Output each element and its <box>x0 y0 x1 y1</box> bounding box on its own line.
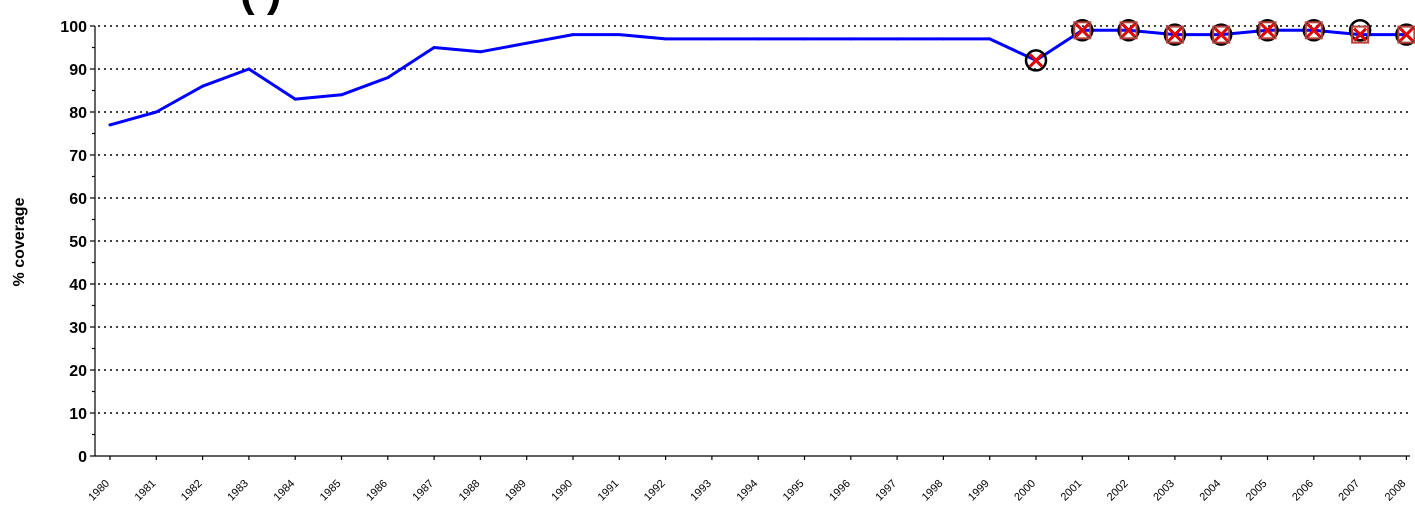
y-tick-label-60: 60 <box>69 191 87 208</box>
line-point-1991 <box>617 33 621 37</box>
x-marker-2003 <box>1167 27 1182 42</box>
x-tick-label-1999: 1999 <box>966 478 992 504</box>
line-point-1982 <box>201 84 205 88</box>
circle-marker-2006 <box>1302 19 1326 42</box>
x-tick-label-2002: 2002 <box>1105 478 1131 504</box>
line-point-1992 <box>664 37 668 41</box>
x-tick-label-2001: 2001 <box>1059 478 1085 504</box>
line-point-1984 <box>293 97 297 101</box>
line-point-1983 <box>247 67 251 71</box>
x-tick-label-1984: 1984 <box>272 478 298 504</box>
line-point-1996 <box>849 37 853 41</box>
square-marker-2007 <box>1351 25 1370 44</box>
line-point-1997 <box>895 37 899 41</box>
circle-marker-2003 <box>1163 23 1187 46</box>
line-point-1986 <box>386 76 390 80</box>
y-tick-label-70: 70 <box>69 148 87 165</box>
chart-title: ( ) <box>240 0 282 16</box>
square-marker-2006 <box>1304 21 1323 40</box>
x-tick-label-2006: 2006 <box>1290 478 1316 504</box>
series-layer <box>108 19 1415 127</box>
x-tick-label-1993: 1993 <box>688 478 714 504</box>
x-tick-label-2003: 2003 <box>1151 478 1177 504</box>
x-tick-label-1987: 1987 <box>410 478 436 504</box>
x-tick-label-2008: 2008 <box>1383 478 1409 504</box>
y-tick-label-40: 40 <box>69 277 87 294</box>
x-tick-label-1995: 1995 <box>781 478 807 504</box>
line-point-1994 <box>756 37 760 41</box>
x-tick-label-1997: 1997 <box>873 478 899 504</box>
square-marker-2008 <box>1397 25 1415 44</box>
y-tick-label-50: 50 <box>69 234 87 251</box>
line-point-1988 <box>478 50 482 54</box>
y-tick-label-100: 100 <box>60 19 87 36</box>
x-tick-label-1996: 1996 <box>827 478 853 504</box>
y-tick-label-0: 0 <box>78 449 87 466</box>
x-tick-label-1992: 1992 <box>642 478 668 504</box>
x-tick-labels: 1980 1981 1982 1983 1984 1985 1986 1987 1988 1989… <box>86 478 1408 504</box>
y-axis-label: % coverage <box>11 197 28 286</box>
y-tick-labels: 0 10 20 30 40 50 60 70 80 90 100 <box>60 19 87 466</box>
x-tick-label-1983: 1983 <box>225 478 251 504</box>
line-point-1995 <box>803 37 806 41</box>
line-point-1989 <box>525 41 529 45</box>
line-point-1980 <box>108 123 112 127</box>
x-marker-2001 <box>1075 23 1090 38</box>
gridlines <box>98 25 1410 414</box>
x-tick-label-1980: 1980 <box>86 478 112 504</box>
square-marker-2005 <box>1258 21 1277 40</box>
x-tick-label-1982: 1982 <box>179 478 205 504</box>
line-point-1981 <box>154 110 158 114</box>
series-line <box>109 28 1407 127</box>
x-marker-2000 <box>1028 53 1044 68</box>
square-marker-2001 <box>1073 21 1092 40</box>
axes <box>90 25 1410 460</box>
circle-marker-2000 <box>1024 49 1048 72</box>
x-tick-label-1998: 1998 <box>920 478 946 504</box>
x-tick-label-2007: 2007 <box>1336 478 1362 504</box>
x-tick-label-1985: 1985 <box>318 478 344 504</box>
x-tick-label-1986: 1986 <box>364 478 390 504</box>
square-marker-2003 <box>1165 25 1184 44</box>
circle-marker-2002 <box>1117 19 1140 42</box>
x-tick-label-1990: 1990 <box>549 478 575 504</box>
y-tick-label-90: 90 <box>69 62 87 79</box>
line-point-1998 <box>941 37 945 41</box>
line-point-1987 <box>432 46 436 49</box>
x-marker-2005 <box>1260 23 1275 38</box>
y-tick-label-10: 10 <box>69 406 87 423</box>
x-tick-label-1981: 1981 <box>133 478 159 504</box>
circle-marker-2007 <box>1348 19 1372 42</box>
circle-marker-2005 <box>1256 19 1279 42</box>
y-tick-label-80: 80 <box>69 105 87 122</box>
line-point-1990 <box>571 33 575 37</box>
circle-marker-2004 <box>1209 23 1233 46</box>
line-point-1985 <box>340 93 343 97</box>
circle-marker-2008 <box>1395 23 1415 46</box>
x-tick-label-2000: 2000 <box>1012 478 1038 504</box>
x-marker-2002 <box>1121 23 1136 38</box>
line-point-1993 <box>710 37 714 41</box>
x-marker-2007 <box>1353 27 1368 42</box>
x-tick-label-1988: 1988 <box>457 478 483 504</box>
square-marker-2004 <box>1212 25 1231 44</box>
x-marker-2006 <box>1306 23 1321 38</box>
x-marker-2004 <box>1214 27 1229 42</box>
x-tick-label-2005: 2005 <box>1244 478 1270 504</box>
line-point-1999 <box>988 37 992 41</box>
y-tick-label-30: 30 <box>69 320 87 337</box>
square-marker-2002 <box>1119 21 1138 40</box>
y-tick-label-20: 20 <box>69 363 87 380</box>
x-tick-label-1991: 1991 <box>596 478 622 504</box>
x-tick-label-1989: 1989 <box>503 478 529 504</box>
x-tick-label-2004: 2004 <box>1198 478 1224 504</box>
x-marker-2008 <box>1399 27 1414 42</box>
x-tick-label-1994: 1994 <box>735 478 761 504</box>
circle-marker-2001 <box>1071 19 1094 42</box>
